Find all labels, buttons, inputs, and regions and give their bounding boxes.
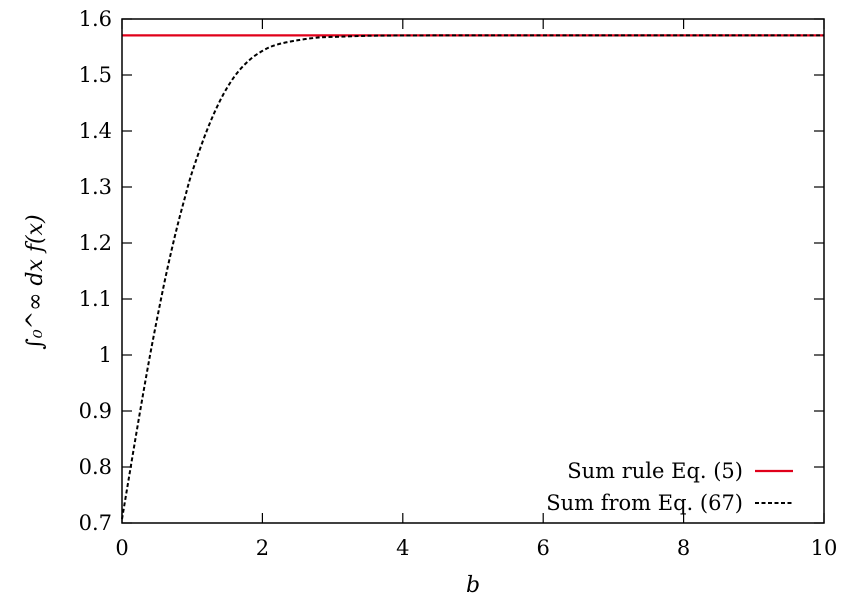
x-tick-label: 8 bbox=[677, 536, 690, 560]
series-line-2 bbox=[121, 34, 824, 520]
y-tick-label: 1.6 bbox=[79, 7, 112, 31]
plot-lines bbox=[121, 34, 824, 520]
x-tick-labels: 0 2 4 6 8 10 bbox=[115, 536, 837, 560]
y-tick-label: 1.1 bbox=[79, 287, 112, 311]
plot-frame bbox=[121, 18, 825, 524]
x-tick-label: 6 bbox=[537, 536, 550, 560]
legend-label: Sum rule Eq. (5) bbox=[567, 459, 743, 483]
legend: Sum rule Eq. (5) Sum from Eq. (67) bbox=[546, 459, 793, 515]
x-tick-label: 2 bbox=[256, 536, 269, 560]
y-tick-label: 0.7 bbox=[79, 511, 112, 535]
x-tick-label: 10 bbox=[811, 536, 838, 560]
x-tick-label: 4 bbox=[396, 536, 409, 560]
y-tick-label: 1 bbox=[99, 343, 112, 367]
y-axis-label: ∫₀^∞ dx f(x) bbox=[23, 214, 48, 349]
y-tick-label: 1.5 bbox=[79, 63, 112, 87]
y-tick-label: 1.3 bbox=[79, 175, 112, 199]
y-tick-label: 0.9 bbox=[79, 399, 112, 423]
y-tick-labels: 0.7 0.8 0.9 1 1.1 1.2 1.3 1.4 1.5 1.6 bbox=[79, 7, 112, 535]
legend-label: Sum from Eq. (67) bbox=[546, 491, 743, 515]
y-tick-label: 0.8 bbox=[79, 455, 112, 479]
y-tick-label: 1.2 bbox=[79, 231, 112, 255]
x-tick-label: 0 bbox=[115, 536, 128, 560]
x-axis-label: b bbox=[466, 573, 480, 598]
y-tick-label: 1.4 bbox=[79, 119, 112, 143]
axis-ticks bbox=[121, 18, 825, 524]
